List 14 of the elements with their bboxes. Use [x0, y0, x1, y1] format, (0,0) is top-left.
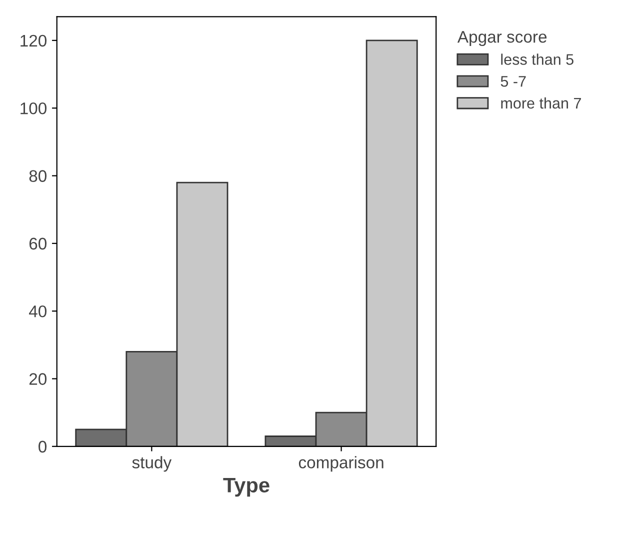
- legend-label: more than 7: [501, 97, 581, 109]
- x-axis-title: Type: [223, 478, 270, 497]
- legend-label: 5 -7: [500, 76, 526, 87]
- y-tick-label: 80: [29, 170, 47, 182]
- x-tick-label: comparison: [298, 456, 384, 472]
- x-tick-label: study: [132, 456, 172, 472]
- y-tick-label: 0: [38, 440, 47, 453]
- y-tick-label: 40: [29, 305, 47, 318]
- legend-label: less than 5: [501, 54, 574, 65]
- y-tick-label: 120: [20, 34, 47, 47]
- y-tick-label: 60: [29, 238, 47, 250]
- y-tick-label: 20: [29, 373, 47, 385]
- legend-title: Apgar score: [457, 31, 547, 46]
- y-tick-label: 100: [20, 102, 47, 114]
